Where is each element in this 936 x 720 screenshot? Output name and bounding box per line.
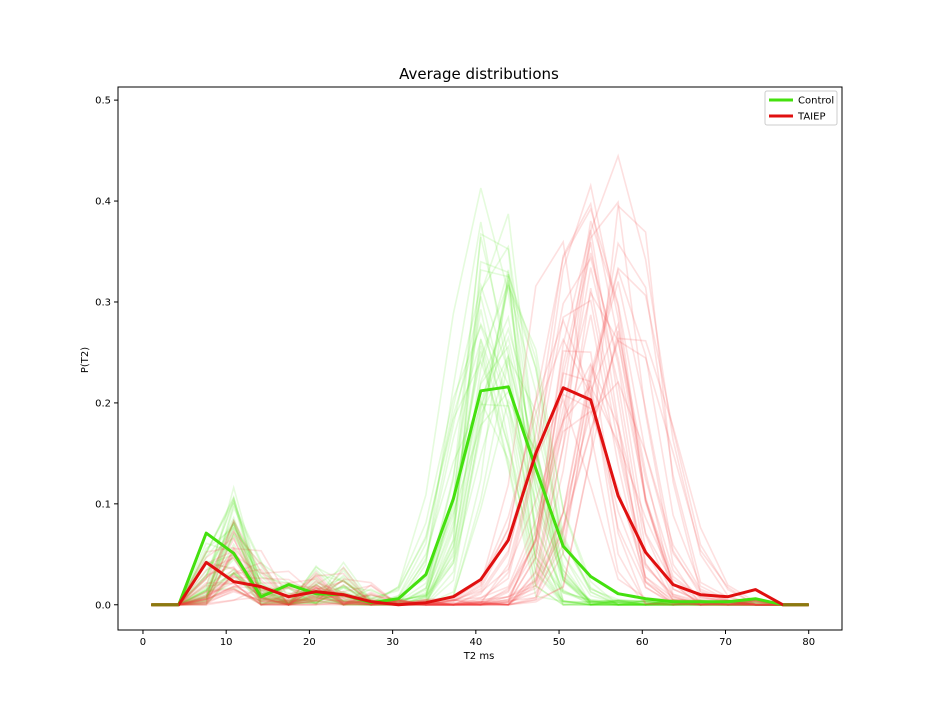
taiep-trace — [151, 337, 809, 606]
series-line-taiep — [151, 386, 809, 607]
taiep-trace — [151, 337, 809, 606]
x-axis: 0 10 20 30 40 50 60 70 80 — [140, 630, 815, 648]
x-tick-label: 40 — [469, 637, 482, 648]
control-trace — [151, 345, 809, 606]
taiep-trace — [151, 299, 809, 606]
taiep-trace — [151, 201, 809, 606]
control-trace — [151, 285, 809, 606]
x-tick-label: 80 — [802, 637, 815, 648]
plot-frame — [117, 86, 843, 631]
control-trace — [151, 337, 809, 606]
taiep-trace — [151, 363, 809, 606]
series-line-control — [151, 385, 809, 607]
y-axis-label: P(T2) — [80, 347, 91, 373]
taiep-trace — [151, 397, 809, 606]
taiep-trace — [151, 409, 809, 606]
legend-label-control: Control — [798, 96, 834, 107]
taiep-trace — [151, 290, 809, 606]
taiep-trace — [151, 153, 809, 606]
control-trace — [151, 354, 809, 606]
taiep-trace — [151, 256, 809, 606]
control-trace — [151, 390, 809, 606]
y-tick-label: 0.3 — [95, 297, 111, 308]
y-tick-label: 0.5 — [95, 96, 111, 107]
taiep-trace — [151, 380, 809, 606]
control-trace — [151, 269, 809, 606]
x-tick-label: 0 — [140, 637, 146, 648]
x-tick-label: 70 — [719, 637, 732, 648]
x-tick-label: 50 — [553, 637, 566, 648]
x-tick-label: 10 — [220, 637, 233, 648]
control-trace — [151, 273, 809, 606]
x-tick-label: 30 — [386, 637, 399, 648]
taiep-trace — [151, 266, 809, 606]
y-axis: 0.0 0.1 0.2 0.3 0.4 0.5 — [95, 96, 118, 611]
legend: Control TAIEP — [764, 90, 838, 126]
control-trace — [151, 351, 809, 606]
taiep-trace — [151, 339, 809, 606]
control-trace — [151, 334, 809, 606]
legend-label-taiep: TAIEP — [797, 112, 825, 123]
control-trace — [151, 314, 809, 606]
control-trace — [151, 269, 809, 606]
taiep-trace — [151, 182, 809, 606]
control-trace — [151, 279, 809, 606]
control-trace — [151, 282, 809, 606]
x-axis-label: T2 ms — [463, 651, 495, 662]
chart-title: Average distributions — [399, 65, 559, 83]
control-trace — [151, 358, 809, 606]
control-trace — [151, 281, 809, 606]
y-tick-label: 0.1 — [95, 499, 111, 510]
taiep-trace — [151, 242, 809, 606]
y-tick-label: 0.2 — [95, 398, 111, 409]
taiep-trace — [151, 384, 809, 606]
x-tick-label: 60 — [636, 637, 649, 648]
taiep-trace — [151, 314, 809, 606]
y-tick-label: 0.4 — [95, 197, 111, 208]
taiep-trace — [151, 200, 809, 606]
mean-series — [151, 385, 809, 607]
control-trace — [151, 296, 809, 606]
control-trace — [151, 213, 809, 606]
x-tick-label: 20 — [303, 637, 316, 648]
y-tick-label: 0.0 — [95, 600, 111, 611]
